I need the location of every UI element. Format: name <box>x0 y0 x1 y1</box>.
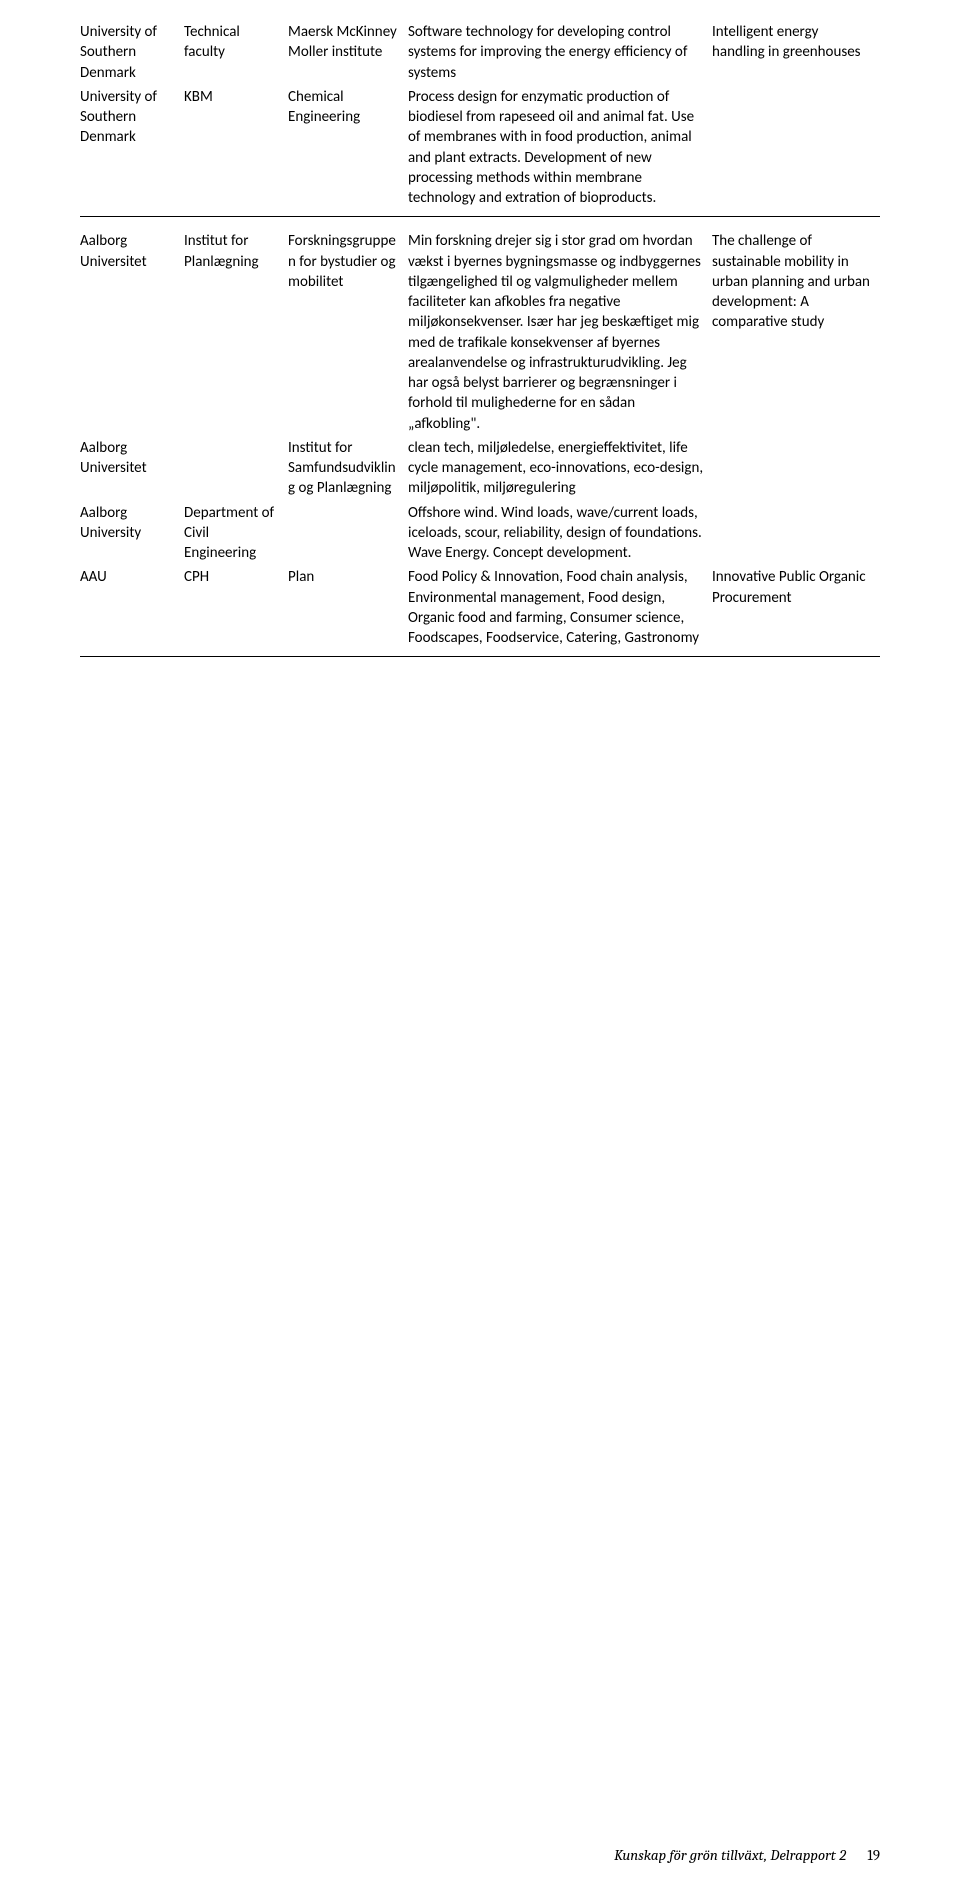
table-row: AAU CPH Plan Food Policy & Innovation, F… <box>80 565 880 657</box>
research-table: University of Southern Denmark Technical… <box>80 20 880 657</box>
table-row: Aalborg University Department of Civil E… <box>80 501 880 566</box>
cell-description: Food Policy & Innovation, Food chain ana… <box>408 565 712 657</box>
table-row: University of Southern Denmark KBM Chemi… <box>80 85 880 217</box>
cell-project: Intelligent energy handling in greenhous… <box>712 20 880 85</box>
page-number: 19 <box>867 1846 880 1864</box>
cell-institution: Aalborg Universitet <box>80 217 184 436</box>
cell-description: Min forskning drejer sig i stor grad om … <box>408 217 712 436</box>
cell-project <box>712 436 880 501</box>
cell-unit: Forskningsgruppen for bystudier og mobil… <box>288 217 408 436</box>
cell-description: clean tech, miljøledelse, energieffektiv… <box>408 436 712 501</box>
cell-description: Offshore wind. Wind loads, wave/current … <box>408 501 712 566</box>
table-row: Aalborg Universitet Institut for Planlæg… <box>80 217 880 436</box>
cell-faculty: Institut for Planlægning <box>184 217 288 436</box>
cell-unit: Plan <box>288 565 408 657</box>
cell-unit: Chemical Engineering <box>288 85 408 217</box>
table-row: University of Southern Denmark Technical… <box>80 20 880 85</box>
cell-project <box>712 85 880 217</box>
cell-institution: Aalborg Universitet <box>80 436 184 501</box>
cell-project <box>712 501 880 566</box>
cell-faculty: KBM <box>184 85 288 217</box>
page-footer: Kunskap för grön tillväxt, Delrapport 2 … <box>614 1846 880 1864</box>
cell-institution: Aalborg University <box>80 501 184 566</box>
cell-faculty: CPH <box>184 565 288 657</box>
cell-project: The challenge of sustainable mobility in… <box>712 217 880 436</box>
cell-faculty: Technical faculty <box>184 20 288 85</box>
footer-title: Kunskap för grön tillväxt, Delrapport 2 <box>614 1846 846 1864</box>
cell-institution: AAU <box>80 565 184 657</box>
cell-project: Innovative Public Organic Procurement <box>712 565 880 657</box>
cell-institution: University of Southern Denmark <box>80 20 184 85</box>
table-row: Aalborg Universitet Institut for Samfund… <box>80 436 880 501</box>
page: University of Southern Denmark Technical… <box>0 0 960 1904</box>
cell-unit: Maersk McKinney Moller institute <box>288 20 408 85</box>
cell-unit <box>288 501 408 566</box>
cell-faculty: Department of Civil Engineering <box>184 501 288 566</box>
cell-description: Process design for enzymatic production … <box>408 85 712 217</box>
cell-institution: University of Southern Denmark <box>80 85 184 217</box>
cell-faculty <box>184 436 288 501</box>
cell-description: Software technology for developing contr… <box>408 20 712 85</box>
cell-unit: Institut for Samfundsudvikling og Planlæ… <box>288 436 408 501</box>
